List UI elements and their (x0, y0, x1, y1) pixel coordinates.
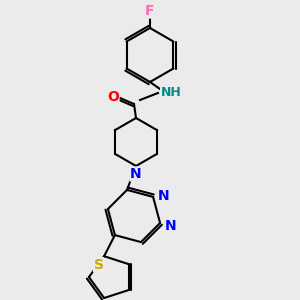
Text: O: O (107, 90, 119, 104)
Text: S: S (94, 258, 103, 272)
Text: N: N (157, 189, 169, 203)
Text: N: N (130, 167, 142, 181)
Text: F: F (145, 4, 155, 18)
Text: NH: NH (160, 85, 182, 98)
Text: N: N (164, 219, 176, 233)
